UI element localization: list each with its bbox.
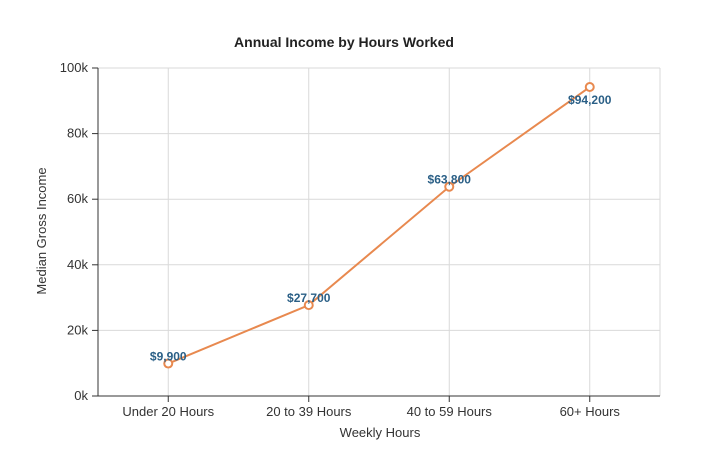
series xyxy=(163,82,595,369)
data-label: $9,900 xyxy=(150,350,187,364)
x-tick-label: 40 to 59 Hours xyxy=(407,404,493,419)
data-label: $94,200 xyxy=(568,93,612,107)
x-tick-label: 20 to 39 Hours xyxy=(266,404,352,419)
x-tick-label: 60+ Hours xyxy=(560,404,621,419)
y-axis-label: Median Gross Income xyxy=(34,167,49,294)
series-line xyxy=(167,86,591,365)
y-tick-labels: 0k 20k 40k 60k 80k 100k xyxy=(60,60,89,403)
y-tick-label: 40k xyxy=(67,257,88,272)
x-tick-labels: Under 20 Hours 20 to 39 Hours 40 to 59 Hou… xyxy=(122,404,620,419)
gridlines xyxy=(98,67,661,396)
axes xyxy=(92,67,660,402)
data-label: $27,700 xyxy=(287,291,331,305)
data-point xyxy=(303,300,314,311)
y-tick-label: 60k xyxy=(67,191,88,206)
y-tick-label: 0k xyxy=(74,388,88,403)
data-point xyxy=(444,181,455,192)
chart-title: Annual Income by Hours Worked xyxy=(234,34,454,50)
data-label: $63,800 xyxy=(428,173,472,187)
data-labels: $9,900 $27,700 $63,800 $94,200 xyxy=(150,93,612,364)
data-point xyxy=(584,82,595,93)
x-axis-label: Weekly Hours xyxy=(340,425,421,440)
y-tick-label: 20k xyxy=(67,322,88,337)
y-tick-label: 80k xyxy=(67,126,88,141)
y-tick-label: 100k xyxy=(60,60,89,75)
x-tick-label: Under 20 Hours xyxy=(122,404,214,419)
data-point xyxy=(163,358,174,369)
